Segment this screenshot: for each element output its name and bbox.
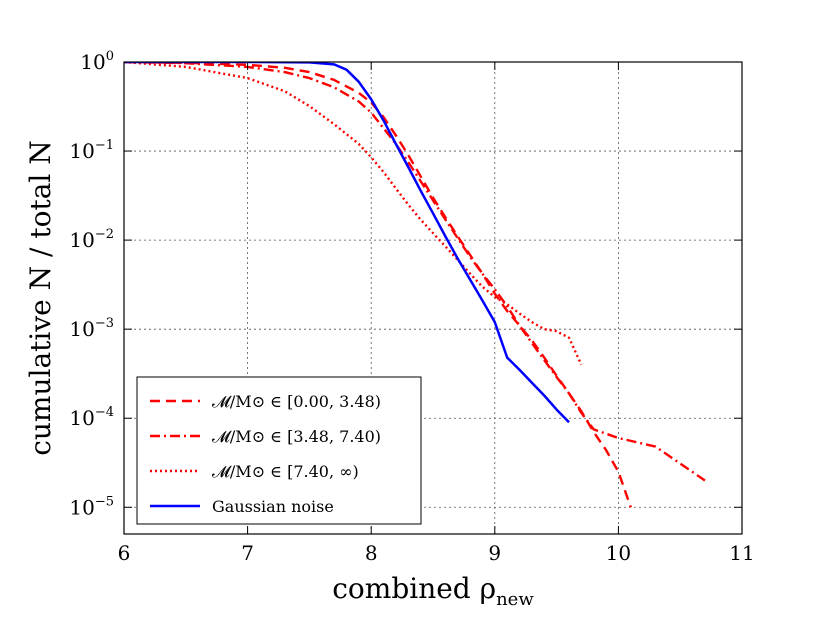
plot-frame bbox=[123, 61, 743, 535]
y-axis-label: cumulative N / total N bbox=[24, 140, 57, 456]
y-tick-label-4: 10−4 bbox=[69, 405, 114, 430]
y-tick-label-1: 10−1 bbox=[69, 138, 114, 163]
legend: 𝓜/M⊙ ∈ [0.00, 3.48) 𝓜/M⊙ ∈ [3.48, 7.40) 𝓜/… bbox=[136, 376, 422, 525]
series-lines bbox=[124, 62, 706, 508]
series-line-1 bbox=[124, 62, 706, 482]
y-tick-label-base: 10 bbox=[69, 406, 94, 430]
y-tick-label-3: 10−3 bbox=[69, 316, 114, 341]
y-tick-label-exponent: −3 bbox=[95, 316, 114, 331]
y-tick-label-0: 100 bbox=[80, 49, 114, 74]
legend-label-0: 𝓜/M⊙ ∈ [0.00, 3.48) bbox=[212, 392, 381, 411]
y-tick-label-exponent: −5 bbox=[95, 494, 114, 509]
x-tick-label-2: 8 bbox=[365, 541, 378, 565]
y-tick-label-base: 10 bbox=[69, 139, 94, 163]
x-tick-label-0: 6 bbox=[118, 541, 131, 565]
legend-label-2: 𝓜/M⊙ ∈ [7.40, ∞) bbox=[212, 462, 359, 481]
x-tick-labels: 6 7 8 9 10 11 bbox=[118, 541, 755, 565]
legend-label-1: 𝓜/M⊙ ∈ [3.48, 7.40) bbox=[212, 427, 381, 446]
y-tick-label-base: 10 bbox=[80, 50, 105, 74]
x-tick-label-1: 7 bbox=[241, 541, 254, 565]
y-tick-label-5: 10−5 bbox=[69, 494, 114, 519]
x-axis-label-subscript: new bbox=[496, 589, 534, 610]
y-tick-label-base: 10 bbox=[69, 317, 94, 341]
y-tick-label-base: 10 bbox=[69, 495, 94, 519]
legend-label-3: Gaussian noise bbox=[212, 497, 334, 516]
ticks bbox=[123, 61, 743, 534]
y-tick-label-exponent: −4 bbox=[95, 405, 114, 420]
series-line-2 bbox=[124, 62, 583, 366]
y-tick-label-base: 10 bbox=[69, 228, 94, 252]
x-tick-label-5: 11 bbox=[729, 541, 754, 565]
y-tick-label-exponent: −2 bbox=[95, 227, 114, 242]
y-tick-label-exponent: −1 bbox=[95, 138, 114, 153]
y-tick-label-2: 10−2 bbox=[69, 227, 114, 252]
x-tick-label-3: 9 bbox=[488, 541, 501, 565]
x-axis-label: combined ρnew bbox=[332, 572, 534, 610]
x-tick-label-4: 10 bbox=[606, 541, 631, 565]
y-tick-label-exponent: 0 bbox=[106, 49, 114, 64]
series-line-3 bbox=[124, 62, 570, 424]
